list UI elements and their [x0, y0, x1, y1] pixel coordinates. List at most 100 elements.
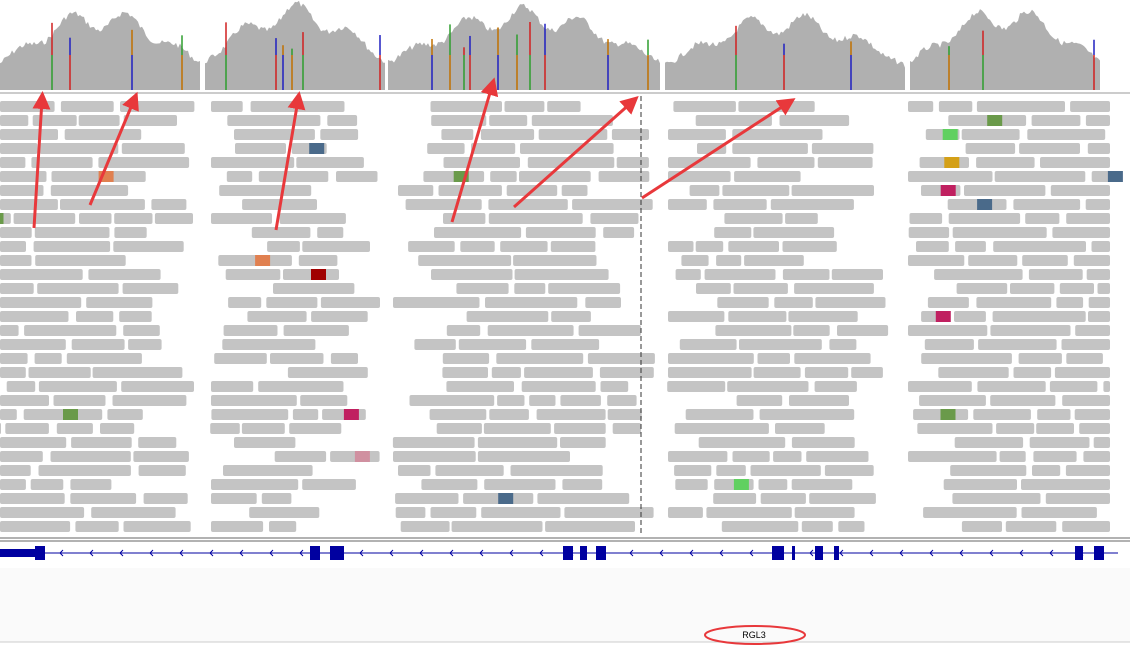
read — [1054, 367, 1110, 378]
read — [247, 311, 307, 322]
read — [831, 269, 883, 280]
read — [954, 437, 1024, 448]
read — [311, 311, 368, 322]
read — [133, 451, 189, 462]
read — [1022, 255, 1068, 266]
read — [782, 269, 830, 280]
arrow — [450, 77, 499, 223]
read — [287, 367, 368, 378]
read — [418, 255, 512, 266]
read — [31, 157, 93, 168]
read — [1059, 283, 1094, 294]
read — [211, 101, 243, 112]
highlight-ellipse — [704, 625, 806, 645]
read — [728, 311, 787, 322]
read — [908, 325, 988, 336]
read — [548, 283, 621, 294]
read — [292, 409, 319, 420]
read — [977, 381, 1046, 392]
read — [497, 395, 525, 406]
read — [527, 157, 615, 168]
read — [421, 479, 478, 490]
read — [924, 339, 974, 350]
read — [923, 507, 1017, 518]
strand-arrow — [1049, 549, 1054, 557]
read — [554, 423, 606, 434]
read — [1049, 381, 1098, 392]
arrow — [88, 91, 139, 206]
read — [814, 381, 857, 392]
read — [210, 423, 240, 434]
read — [612, 423, 641, 434]
read — [996, 423, 1035, 434]
read — [1045, 493, 1110, 504]
read — [0, 297, 82, 308]
read — [211, 479, 299, 490]
read — [1018, 353, 1062, 364]
read — [537, 493, 630, 504]
read — [753, 367, 801, 378]
read — [668, 451, 728, 462]
read — [0, 115, 29, 126]
read — [529, 395, 556, 406]
read — [675, 269, 701, 280]
read — [24, 325, 117, 336]
exon — [35, 546, 45, 560]
read — [837, 325, 889, 336]
read — [123, 115, 177, 126]
read — [500, 241, 548, 252]
read — [829, 339, 857, 350]
read — [521, 381, 596, 392]
read — [121, 381, 194, 392]
read — [223, 465, 313, 476]
read — [0, 185, 44, 196]
read — [298, 255, 338, 266]
read — [775, 423, 825, 434]
read — [496, 353, 584, 364]
read — [75, 521, 119, 532]
strand-arrow — [509, 549, 514, 557]
strand-arrow — [299, 549, 304, 557]
read — [757, 353, 790, 364]
read — [458, 339, 527, 350]
mismatch — [1107, 171, 1123, 182]
read — [739, 339, 822, 350]
read — [0, 171, 47, 182]
read — [302, 241, 370, 252]
mismatch — [942, 129, 958, 140]
read — [1073, 255, 1110, 266]
read — [1005, 521, 1057, 532]
read — [955, 241, 986, 252]
strand-arrow — [389, 549, 394, 557]
read — [806, 451, 869, 462]
read — [519, 171, 591, 182]
read — [1066, 353, 1103, 364]
feature-panel — [0, 568, 1130, 642]
read — [917, 423, 993, 434]
read — [956, 283, 1008, 294]
read — [791, 479, 853, 490]
read — [716, 255, 742, 266]
read — [550, 241, 596, 252]
read — [668, 199, 707, 210]
mismatch — [453, 171, 469, 182]
coverage-track — [0, 0, 1100, 91]
read — [489, 115, 528, 126]
read — [993, 241, 1086, 252]
strand-arrow — [89, 549, 94, 557]
read — [750, 465, 821, 476]
read — [1029, 437, 1090, 448]
coverage-area — [205, 0, 385, 90]
read — [395, 493, 459, 504]
read — [0, 395, 49, 406]
read — [300, 395, 348, 406]
read — [1013, 199, 1081, 210]
read — [774, 297, 813, 308]
read — [0, 521, 71, 532]
read — [219, 185, 312, 196]
read — [330, 451, 380, 462]
read — [598, 171, 650, 182]
read — [435, 465, 504, 476]
read — [572, 199, 653, 210]
read — [92, 367, 183, 378]
